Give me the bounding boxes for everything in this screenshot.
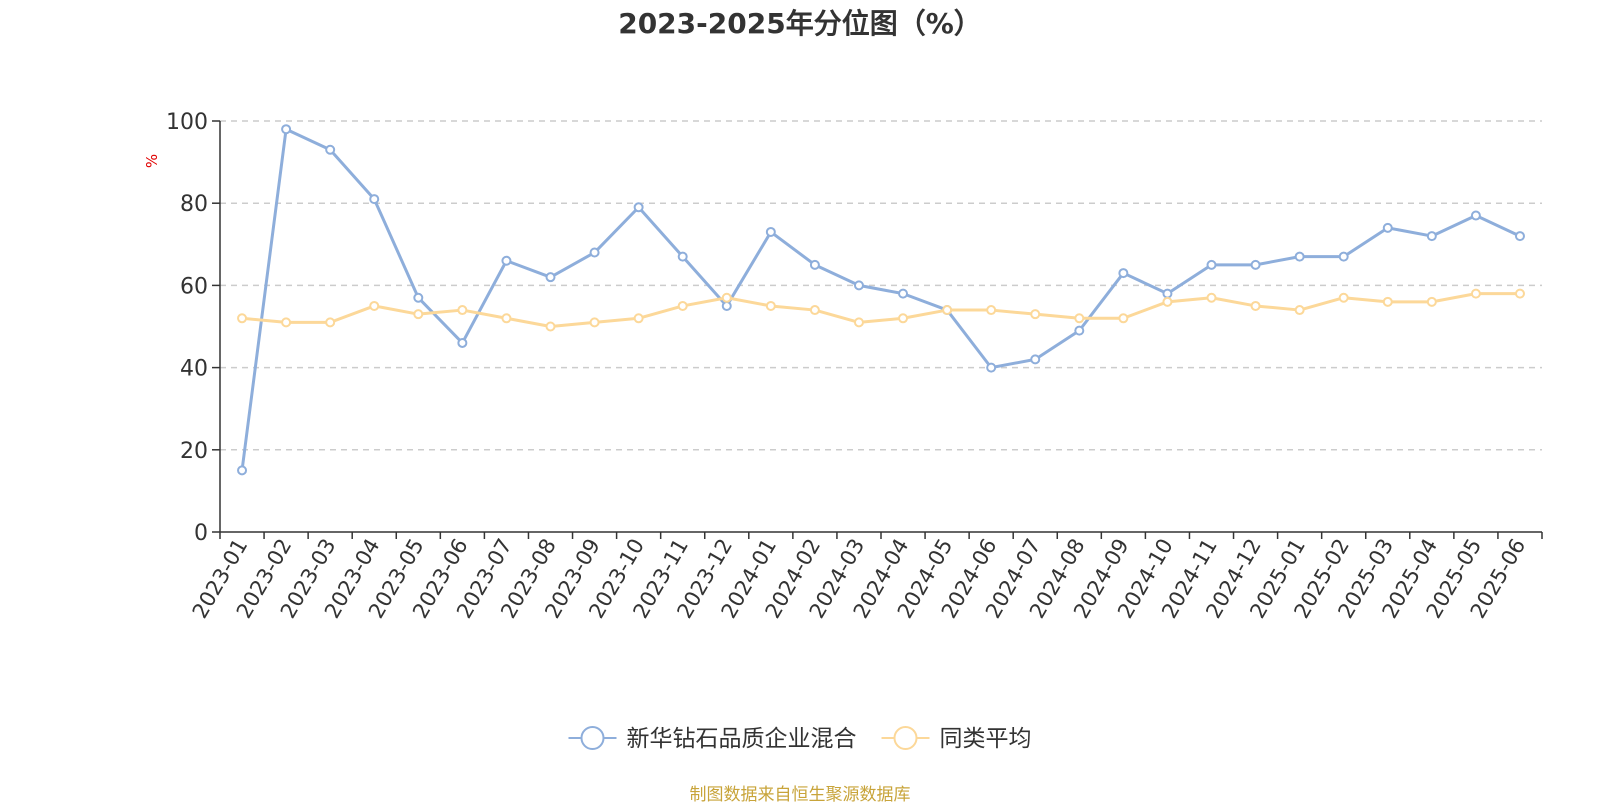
legend-label: 新华钻石品质企业混合 [627, 726, 857, 752]
data-point [369, 300, 380, 311]
data-point [765, 300, 776, 311]
data-point [986, 362, 997, 373]
series-1 [237, 124, 1525, 476]
data-point [1382, 222, 1393, 233]
y-tick-label: 80 [180, 192, 208, 217]
data-point [1514, 288, 1525, 299]
data-point [369, 194, 380, 205]
data-point [1162, 288, 1173, 299]
legend-label: 同类平均 [940, 726, 1032, 752]
data-point [1030, 309, 1041, 320]
data-point [1250, 259, 1261, 270]
data-point [237, 313, 248, 324]
data-point [809, 259, 820, 270]
data-point [237, 465, 248, 476]
data-point [1294, 251, 1305, 262]
data-point [589, 247, 600, 258]
data-point [589, 317, 600, 328]
data-point [721, 300, 732, 311]
data-point [281, 124, 292, 135]
data-point [1382, 296, 1393, 307]
data-point [545, 321, 556, 332]
data-point [1470, 288, 1481, 299]
series-2 [237, 288, 1525, 332]
data-point [1338, 292, 1349, 303]
data-point [942, 305, 953, 316]
data-point [1162, 296, 1173, 307]
data-point [1206, 292, 1217, 303]
data-point [898, 288, 909, 299]
y-tick-label: 20 [180, 439, 208, 464]
legend-marker [580, 726, 605, 750]
data-point [853, 280, 864, 291]
data-point [545, 272, 556, 283]
grid-lines [220, 120, 1542, 451]
data-point [986, 305, 997, 316]
legend-item-1: 新华钻石品质企业混合 [568, 726, 857, 752]
data-point [1514, 231, 1525, 242]
data-point [898, 313, 909, 324]
data-point [325, 317, 336, 328]
data-point [1426, 231, 1437, 242]
chart-title: 2023-2025年分位图（%） [618, 7, 982, 40]
series-line [241, 292, 1520, 328]
data-point [809, 305, 820, 316]
data-point [1074, 313, 1085, 324]
y-tick-label: 40 [180, 357, 208, 382]
data-point [1030, 354, 1041, 365]
data-point [1294, 305, 1305, 316]
data-point [677, 251, 688, 262]
series-lines [237, 124, 1525, 476]
data-point [1470, 210, 1481, 221]
data-point [765, 226, 776, 237]
data-point [1426, 296, 1437, 307]
data-point [413, 292, 424, 303]
data-point [457, 337, 468, 348]
data-point [721, 292, 732, 303]
data-point [501, 255, 512, 266]
data-point [1118, 313, 1129, 324]
data-point [1118, 268, 1129, 279]
data-point [501, 313, 512, 324]
data-point [677, 300, 688, 311]
legend: 新华钻石品质企业混合 同类平均 [568, 726, 1032, 752]
data-point [1074, 325, 1085, 336]
data-point [853, 317, 864, 328]
data-point [281, 317, 292, 328]
axes: 0204060801002023-012023-022023-032023-04… [166, 110, 1543, 622]
data-point [633, 202, 644, 213]
y-tick-label: 100 [166, 110, 208, 135]
data-point [1338, 251, 1349, 262]
data-point [633, 313, 644, 324]
legend-marker [893, 726, 918, 750]
y-axis-label: % [143, 154, 161, 168]
data-point [1206, 259, 1217, 270]
y-tick-label: 0 [194, 521, 208, 546]
data-point [1250, 300, 1261, 311]
data-point [413, 309, 424, 320]
series-line [240, 127, 1521, 471]
data-source-note: 制图数据来自恒生聚源数据库 [689, 785, 911, 805]
data-point [457, 305, 468, 316]
y-tick-label: 60 [180, 274, 208, 299]
data-point [325, 144, 336, 155]
legend-item-2: 同类平均 [881, 726, 1032, 752]
